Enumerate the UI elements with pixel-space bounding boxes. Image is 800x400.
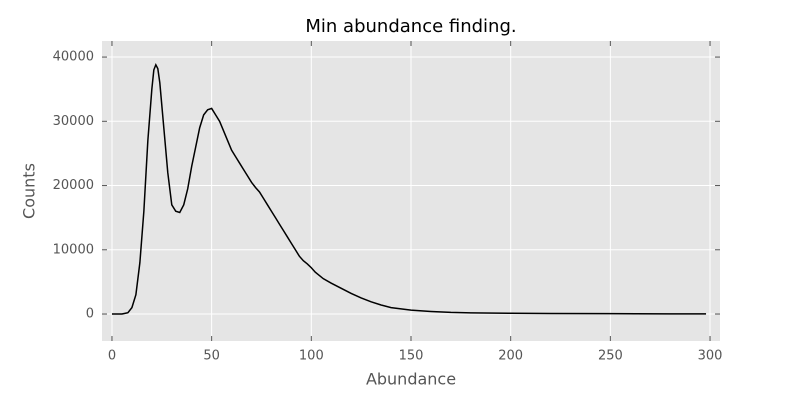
y-tick-label: 40000 <box>53 50 94 65</box>
x-tick-label: 300 <box>698 349 723 364</box>
y-tick-label: 30000 <box>53 114 94 129</box>
y-tick-label: 20000 <box>53 178 94 193</box>
y-tick-label: 0 <box>86 307 94 322</box>
x-tick-label: 0 <box>108 349 116 364</box>
y-axis-label: Counts <box>20 163 39 219</box>
x-tick-label: 150 <box>399 349 424 364</box>
y-tick-label: 10000 <box>53 242 94 257</box>
x-axis-label: Abundance <box>366 370 456 389</box>
data-line <box>111 62 707 315</box>
x-tick-label: 100 <box>299 349 324 364</box>
x-tick-label: 50 <box>203 349 220 364</box>
x-tick-label: 250 <box>598 349 623 364</box>
x-tick-label: 200 <box>498 349 523 364</box>
chart-title: Min abundance finding. <box>305 16 516 37</box>
